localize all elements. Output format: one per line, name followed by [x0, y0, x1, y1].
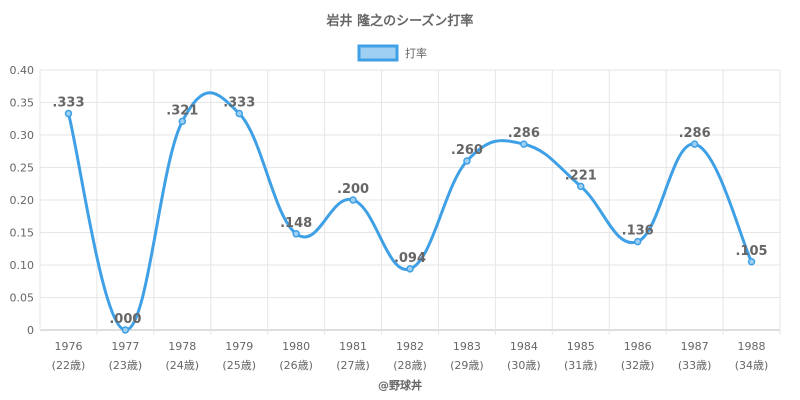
x-tick-label: 1985 [567, 340, 595, 353]
legend[interactable]: 打率 [357, 44, 427, 62]
x-tick-label: 1981 [339, 340, 367, 353]
data-labels: .333 .000 .321 .333 .148 .200 .094 .260 .286 .221… [52, 96, 767, 327]
y-axis-ticks: 0 0.05 0.10 0.15 0.20 0.25 0.30 0.35 0.40 [10, 64, 35, 337]
legend-label: 打率 [405, 46, 427, 60]
data-point[interactable] [235, 109, 243, 118]
x-tick-label: 1980 [282, 340, 310, 353]
data-label: .286 [679, 126, 711, 141]
x-tick-label: 1978 [168, 340, 196, 353]
data-point[interactable] [292, 230, 300, 238]
x-tick-label: 1979 [225, 340, 253, 353]
y-tick-label: 0 [27, 324, 34, 337]
y-tick-label: 0.15 [10, 227, 35, 240]
data-point[interactable] [633, 237, 642, 246]
x-tick-age-label: (25歳) [222, 359, 256, 372]
chart-title: 岩井 隆之のシーズン打率 [326, 13, 474, 29]
x-tick-age-label: (27歳) [336, 359, 370, 372]
x-tick-label: 1986 [624, 340, 652, 353]
data-label: .105 [735, 244, 767, 259]
credit: @野球丼 [378, 378, 422, 392]
data-label: .286 [508, 126, 540, 141]
series-line [67, 91, 753, 332]
data-label: .260 [451, 143, 483, 158]
x-tick-label: 1983 [453, 340, 481, 353]
data-point[interactable] [64, 109, 73, 118]
x-tick-age-label: (32歳) [621, 359, 655, 372]
data-point[interactable] [349, 196, 357, 204]
legend-swatch [357, 44, 399, 62]
x-tick-label: 1988 [738, 340, 766, 353]
data-points [64, 109, 756, 334]
x-tick-age-label: (30歳) [507, 359, 541, 372]
y-tick-label: 0.40 [10, 64, 35, 77]
x-tick-label: 1982 [396, 340, 424, 353]
x-tick-label: 1984 [510, 340, 538, 353]
data-point[interactable] [178, 117, 187, 126]
data-label: .148 [280, 216, 312, 231]
x-tick-age-label: (26歳) [279, 359, 313, 372]
y-tick-label: 0.10 [10, 259, 35, 272]
data-label: .333 [52, 96, 84, 111]
data-point[interactable] [463, 157, 471, 165]
data-point[interactable] [577, 182, 585, 191]
x-tick-age-label: (22歳) [52, 359, 86, 372]
data-point[interactable] [520, 140, 528, 148]
x-tick-age-label: (24歳) [166, 359, 200, 372]
x-tick-age-label: (33歳) [678, 359, 712, 372]
data-label: .333 [223, 96, 255, 111]
x-tick-age-label: (28歳) [393, 359, 427, 372]
grid [39, 69, 781, 335]
data-label: .000 [109, 312, 141, 327]
x-tick-age-label: (34歳) [735, 359, 769, 372]
data-label: .136 [622, 224, 654, 239]
x-tick-age-label: (31歳) [564, 359, 598, 372]
x-tick-label: 1976 [54, 340, 82, 353]
x-tick-age-label: (23歳) [109, 359, 143, 372]
x-tick-label: 1977 [111, 340, 139, 353]
x-tick-label: 1987 [681, 340, 709, 353]
data-label: .221 [565, 168, 597, 183]
data-label: .321 [166, 103, 198, 118]
y-tick-label: 0.35 [10, 97, 35, 110]
data-label: .200 [337, 182, 369, 197]
data-point[interactable] [406, 265, 414, 273]
y-tick-label: 0.30 [10, 129, 35, 142]
data-point[interactable] [747, 258, 756, 266]
x-tick-age-label: (29歳) [450, 359, 484, 372]
x-axis-ticks: 1976 (22歳) 1977 (23歳) 1978 (24歳) 1979 (25歳) 1980… [52, 340, 769, 372]
y-tick-label: 0.25 [10, 162, 35, 175]
data-label: .094 [394, 251, 426, 266]
y-tick-label: 0.20 [10, 194, 35, 207]
data-point[interactable] [690, 140, 699, 148]
data-point[interactable] [121, 326, 130, 334]
y-tick-label: 0.05 [10, 292, 35, 305]
